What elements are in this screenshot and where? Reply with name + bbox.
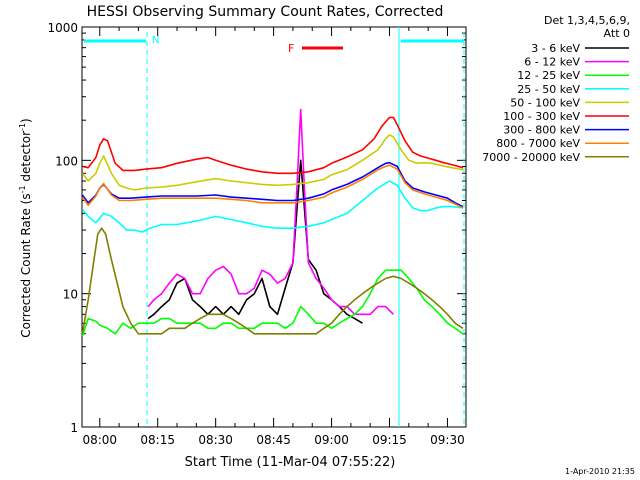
series-line xyxy=(81,269,464,337)
y-tick-label: 100 xyxy=(55,154,78,168)
legend-label: 800 - 7000 keV xyxy=(496,137,580,150)
ylabel-part: Corrected Count Rate (s xyxy=(19,193,33,337)
y-axis-label: Corrected Count Rate (s-1 detector-1) xyxy=(18,118,33,337)
x-tick-label: 09:15 xyxy=(372,433,407,447)
x-tick-label: 08:15 xyxy=(140,433,175,447)
x-tick-label: 09:30 xyxy=(430,433,465,447)
ylabel-superscript: -1 xyxy=(18,185,27,193)
y-tick-label: 10 xyxy=(63,288,78,302)
legend-label: 25 - 50 keV xyxy=(517,83,580,96)
legend-label: 7000 - 20000 keV xyxy=(482,151,580,164)
f-label: F xyxy=(288,42,294,55)
x-axis-label: Start Time (11-Mar-04 07:55:22) xyxy=(185,455,396,470)
timestamp: 1-Apr-2010 21:35 xyxy=(565,467,635,476)
chart-title: HESSI Observing Summary Count Rates, Cor… xyxy=(87,4,444,20)
x-tick-label: 08:00 xyxy=(82,433,117,447)
series-line xyxy=(81,227,464,335)
legend-label: 3 - 6 keV xyxy=(531,42,580,55)
x-tick-label: 08:45 xyxy=(256,433,291,447)
ylabel-superscript: -1 xyxy=(18,123,27,131)
series-line xyxy=(82,116,464,175)
x-axis: 08:00 08:15 08:30 08:45 09:00 09:15 09:30 xyxy=(82,27,465,447)
y-axis: 1 10 100 1000 xyxy=(47,21,466,435)
legend-label: 50 - 100 keV xyxy=(510,96,580,109)
series-line xyxy=(81,134,464,191)
series-line xyxy=(81,180,463,233)
series-line xyxy=(81,164,464,209)
legend-label: 300 - 800 keV xyxy=(503,124,580,137)
legend-header-1: Det 1,3,4,5,6,9, xyxy=(544,14,630,27)
legend-label: 12 - 25 keV xyxy=(517,69,580,82)
legend-header-2: Att 0 xyxy=(604,27,630,40)
y-tick-label: 1000 xyxy=(47,21,78,35)
series-group xyxy=(81,108,464,337)
series-line xyxy=(81,161,464,208)
n-label: N xyxy=(152,35,159,46)
ylabel-part: ) xyxy=(19,118,33,123)
y-tick-label: 1 xyxy=(70,421,78,435)
legend-label: 6 - 12 keV xyxy=(524,56,580,69)
attenuator-bars: N F xyxy=(84,27,465,427)
series-line xyxy=(147,159,363,324)
ylabel-part: detector xyxy=(19,131,33,186)
x-tick-label: 09:00 xyxy=(314,433,349,447)
series-line xyxy=(147,108,394,316)
legend-label: 100 - 300 keV xyxy=(503,110,580,123)
x-tick-label: 08:30 xyxy=(198,433,233,447)
